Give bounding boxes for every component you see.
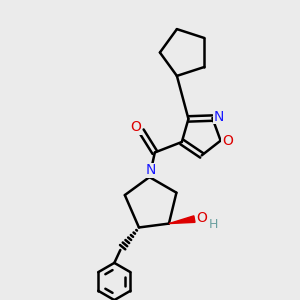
Text: N: N <box>214 110 224 124</box>
Polygon shape <box>169 216 195 224</box>
Text: N: N <box>146 164 156 178</box>
Text: O: O <box>222 134 232 148</box>
Text: O: O <box>130 120 141 134</box>
Text: O: O <box>196 211 207 225</box>
Text: H: H <box>208 218 218 231</box>
